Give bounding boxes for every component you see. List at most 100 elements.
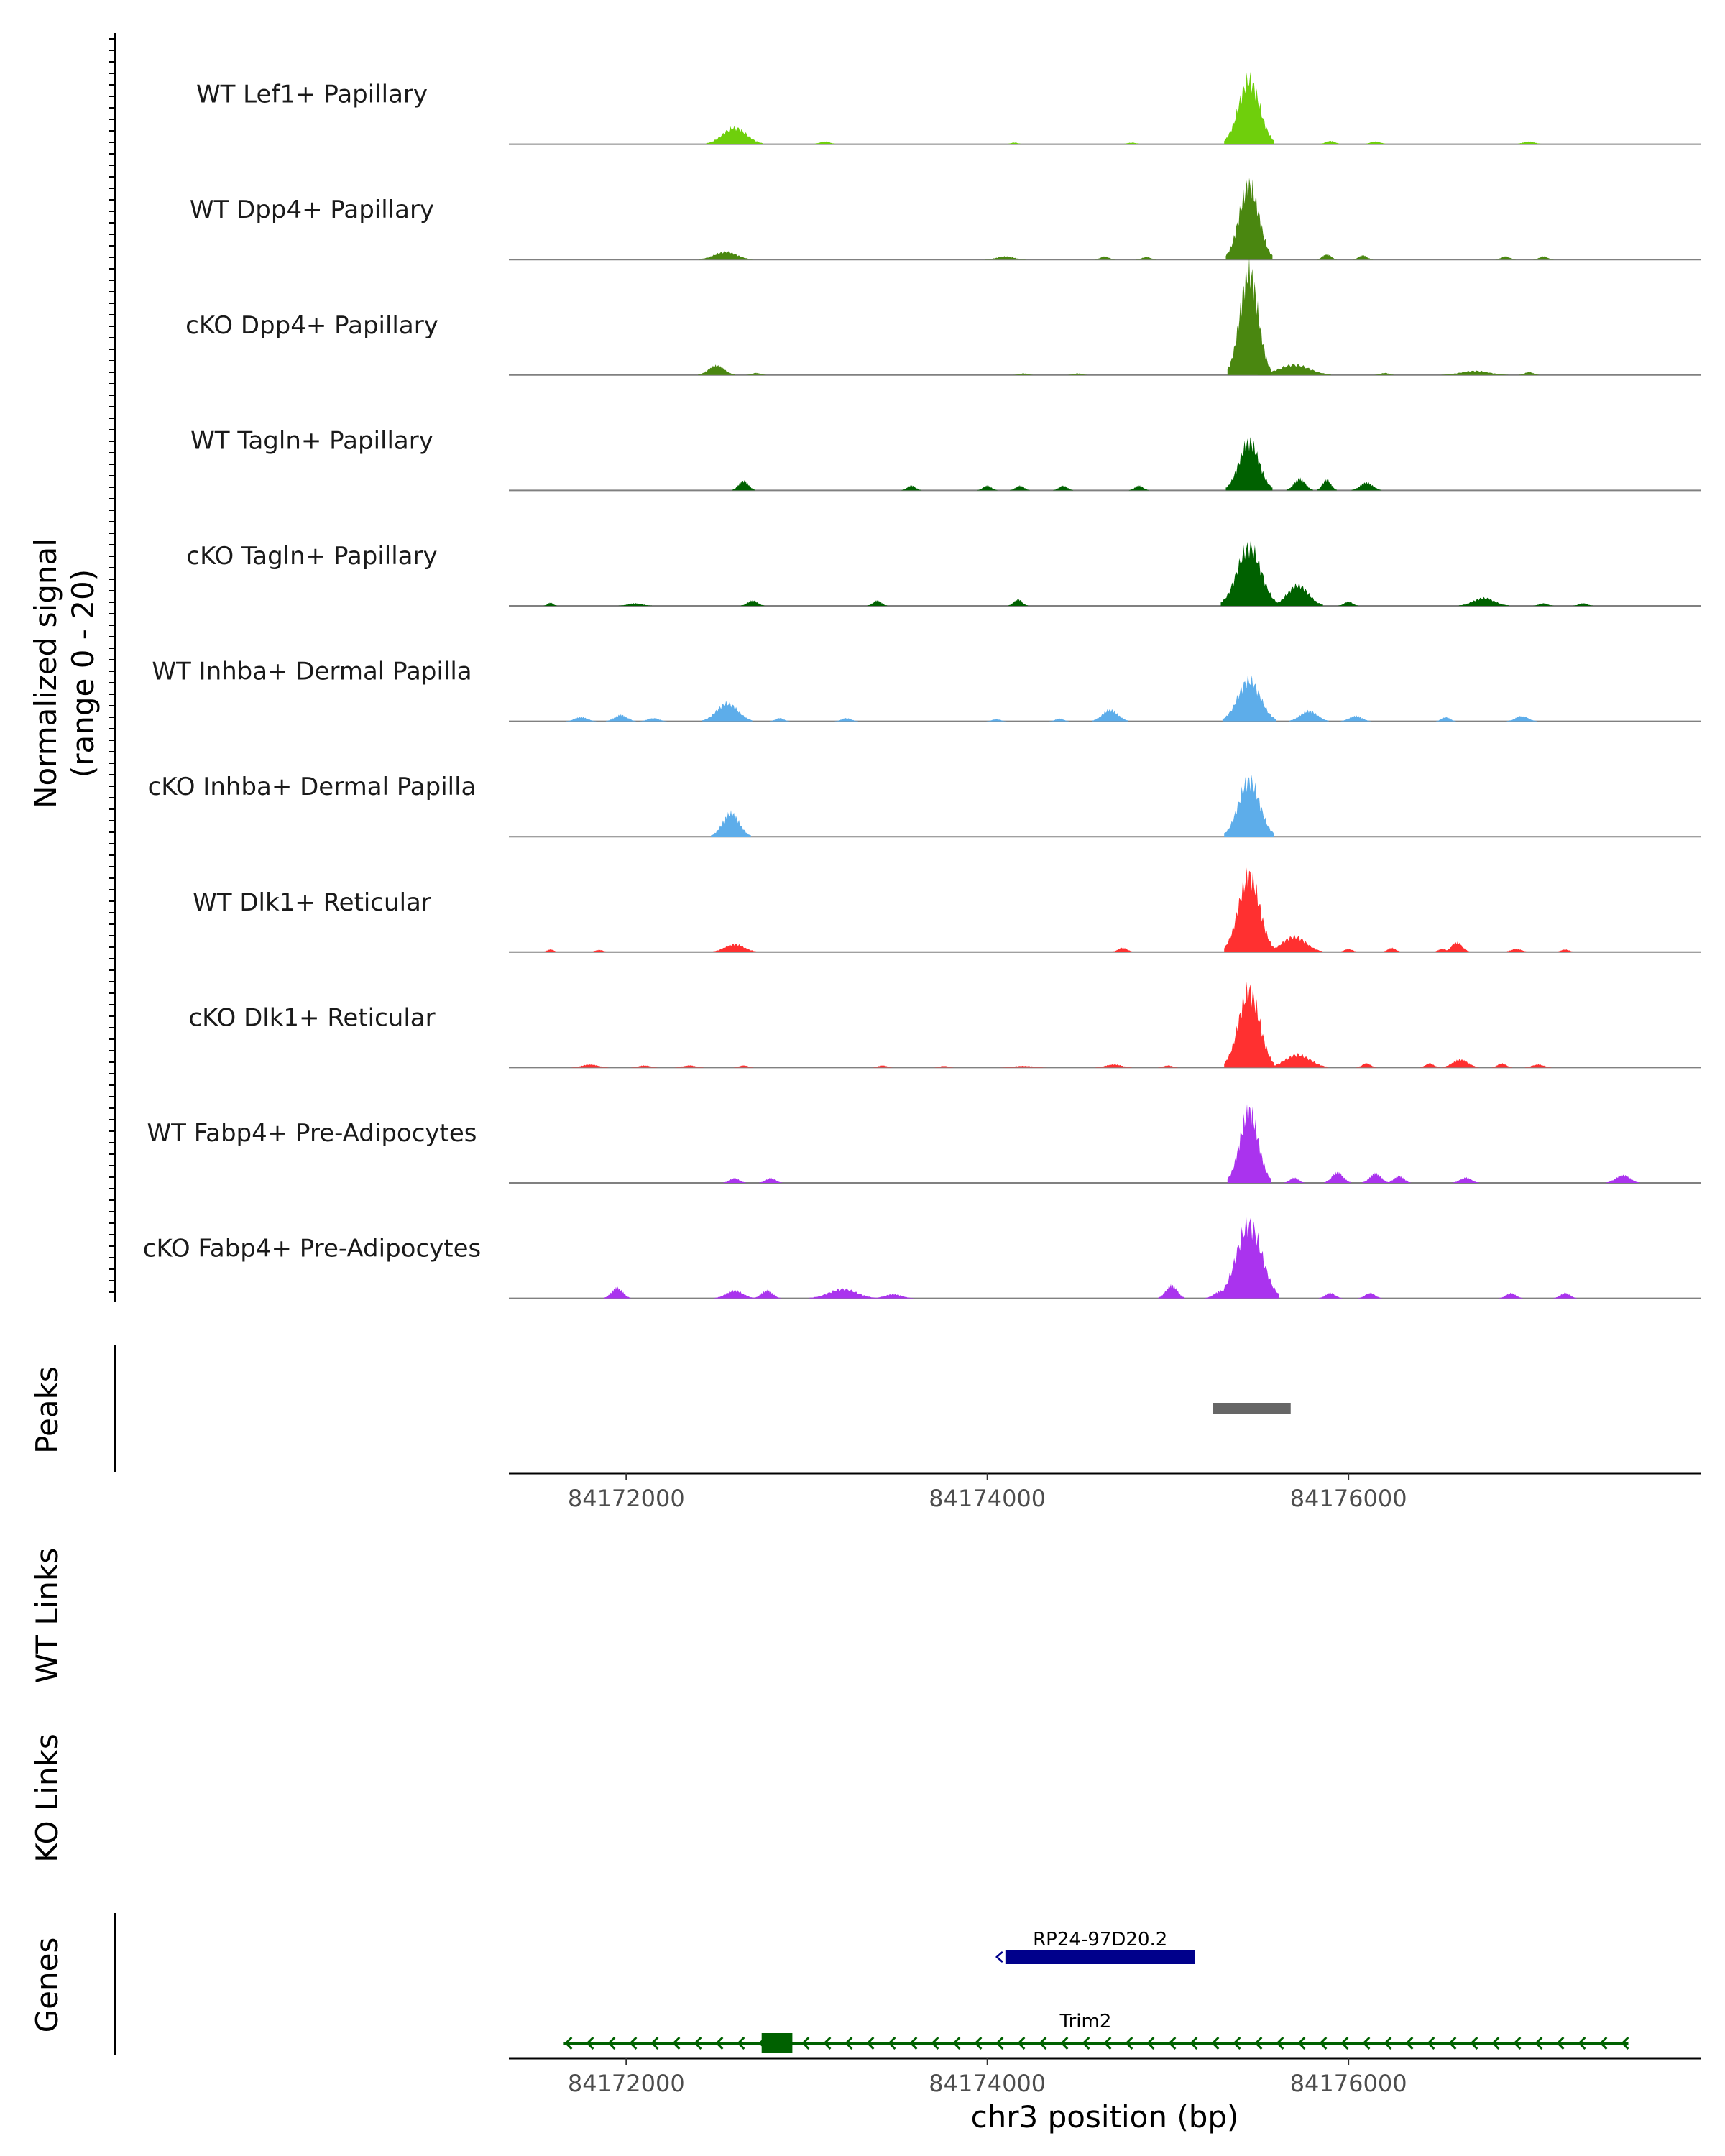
track-label: WT Dlk1+ Reticular [193, 888, 431, 917]
coverage-peak [1289, 709, 1329, 722]
strand-arrow [1039, 2036, 1047, 2050]
coverage-peak [1573, 603, 1593, 606]
coverage-peak [740, 599, 765, 606]
strand-arrow [1535, 2036, 1543, 2050]
coverage-peak [1224, 867, 1274, 952]
coverage-peak [753, 1289, 781, 1299]
coverage-peak [1158, 1065, 1178, 1068]
x-axis-title: chr3 position (bp) [971, 2099, 1239, 2134]
coverage-tracks: WT Lef1+ Papillary WT Dpp4+ Papillary cKO … [143, 71, 1701, 1299]
coverage-peak [1533, 603, 1554, 606]
strand-arrow [1319, 2036, 1328, 2050]
coverage-peak [1524, 1064, 1552, 1068]
gene-body [1005, 1950, 1195, 1964]
coverage-peak [1053, 485, 1074, 491]
coverage-peak [986, 719, 1007, 722]
coverage-peak [698, 364, 735, 375]
coverage-peak [1120, 142, 1144, 144]
coverage-track: cKO Inhba+ Dermal Papilla [148, 773, 1701, 838]
coverage-peak [1358, 1292, 1382, 1299]
coverage-peak [1351, 482, 1382, 491]
strand-arrow [1211, 2036, 1220, 2050]
coverage-peak [809, 1288, 877, 1299]
coverage-peak [1257, 364, 1331, 375]
coverage-peak [1224, 981, 1274, 1068]
coverage-peak [1499, 1292, 1523, 1299]
coverage-peak [1442, 1059, 1479, 1068]
x-tick-label: 84176000 [1290, 2070, 1407, 2097]
strand-arrow [1427, 2036, 1435, 2050]
coverage-peak [901, 485, 922, 491]
coverage-track: cKO Tagln+ Papillary [186, 541, 1701, 607]
coverage-peak [1441, 370, 1509, 375]
signal-y-axis-subtitle: (range 0 - 20) [65, 569, 101, 778]
coverage-peak [1606, 1174, 1640, 1183]
x-tick-label: 84172000 [568, 1485, 685, 1512]
x-tick-label: 84176000 [1290, 1485, 1407, 1512]
x-tick-label: 84172000 [568, 2070, 685, 2097]
strand-arrow [586, 2036, 594, 2050]
coverage-peak [1435, 717, 1456, 722]
coverage-track: cKO Dpp4+ Papillary [185, 256, 1701, 376]
coverage-peak [1374, 372, 1395, 375]
strand-arrow [1060, 2036, 1069, 2050]
coverage-peak [1220, 541, 1278, 606]
strand-arrow [1233, 2036, 1241, 2050]
strand-arrow [1621, 2036, 1629, 2050]
strand-arrow [1556, 2036, 1565, 2050]
coverage-peak [1324, 1171, 1351, 1183]
coverage-peak [1514, 141, 1545, 144]
coverage-peak [1387, 1175, 1411, 1183]
coverage-peak [1128, 485, 1149, 491]
coverage-peak [746, 372, 767, 375]
strand-arrow [715, 2036, 724, 2050]
coverage-peak [1284, 1176, 1305, 1183]
coverage-peak [1338, 949, 1358, 952]
coverage-peak [1110, 947, 1135, 952]
strand-arrow [1017, 2036, 1026, 2050]
coverage-peak [722, 1178, 747, 1183]
coverage-peak [542, 949, 559, 952]
strand-arrow [1448, 2036, 1457, 2050]
strand-arrow [888, 2036, 896, 2050]
coverage-peak [699, 251, 753, 260]
strand-arrow [1297, 2036, 1306, 2050]
x-axis-ticks-bottom: 84172000 84174000 84176000 [568, 2058, 1407, 2097]
coverage-peak [571, 1064, 609, 1068]
track-label: cKO Fabp4+ Pre-Adipocytes [143, 1235, 482, 1263]
strand-arrow [1146, 2036, 1155, 2050]
coverage-peak [1049, 718, 1070, 722]
strand-arrow [629, 2036, 638, 2050]
strand-arrow [995, 1951, 1003, 1963]
peaks-track [1213, 1403, 1291, 1414]
strand-arrow [672, 2036, 681, 2050]
coverage-peak [1555, 949, 1576, 952]
coverage-peak [1227, 256, 1271, 375]
track-label: WT Tagln+ Papillary [190, 426, 433, 455]
strand-arrow [1362, 2036, 1371, 2050]
coverage-peak [934, 1066, 954, 1068]
coverage-peak [811, 141, 839, 144]
coverage-peak [604, 1286, 631, 1299]
strand-arrow [801, 2036, 810, 2050]
coverage-peak [1533, 256, 1554, 260]
coverage-peak [873, 1065, 893, 1068]
coverage-peak [1225, 437, 1273, 491]
coverage-peak [1356, 1063, 1377, 1068]
coverage-peak [1067, 373, 1088, 375]
track-label: WT Inhba+ Dermal Papilla [152, 658, 472, 686]
coverage-peak [1340, 715, 1371, 722]
strand-arrow [909, 2036, 918, 2050]
coverage-peak [867, 600, 888, 606]
track-label: cKO Tagln+ Papillary [186, 542, 437, 571]
wt-links-track-title: WT Links [29, 1548, 65, 1683]
coverage-peak [1317, 254, 1337, 260]
coverage-peak [1092, 709, 1128, 722]
strand-arrow [1405, 2036, 1414, 2050]
coverage-peak [1227, 1104, 1271, 1183]
coverage-peak [1495, 256, 1516, 260]
coverage-peak [1318, 140, 1343, 144]
peaks-track-title: Peaks [29, 1366, 65, 1454]
strand-arrow [1276, 2036, 1284, 2050]
